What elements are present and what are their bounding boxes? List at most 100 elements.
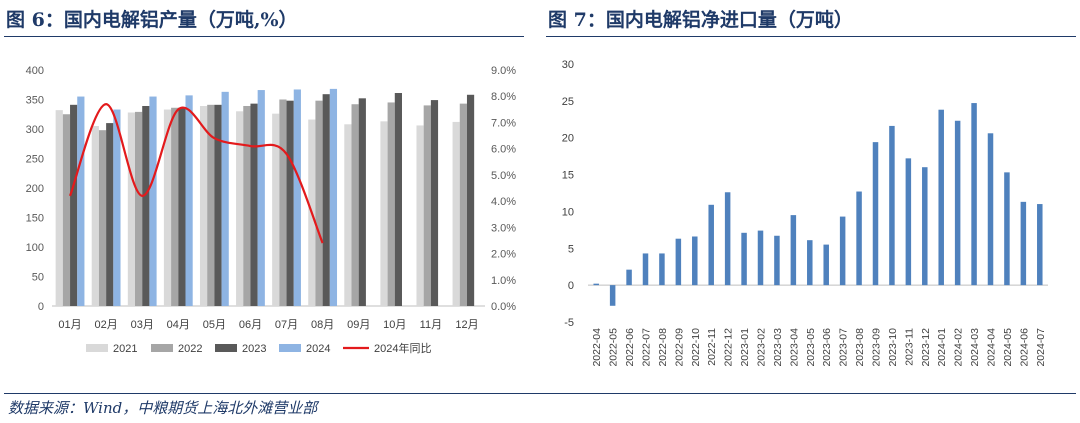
legend-swatch (215, 344, 237, 352)
net-import-bar (954, 120, 961, 286)
x-tick-label: 2022-06 (624, 328, 636, 367)
legend-label: 2021 (113, 343, 137, 355)
x-tick-label: 2024-03 (969, 328, 981, 367)
bar-2023 (214, 104, 222, 306)
net-import-bar (675, 238, 682, 286)
bar-2021 (127, 112, 136, 306)
x-tick-label: 2024-04 (986, 328, 998, 367)
bar-2022 (279, 99, 287, 306)
bar-2024 (149, 96, 157, 306)
net-import-bar (609, 285, 616, 306)
net-import-bar (790, 215, 797, 286)
net-import-bar (1004, 172, 1010, 286)
bar-2022 (459, 103, 467, 306)
x-tick-label: 2022-07 (641, 328, 653, 367)
x-tick-label: 02月 (95, 319, 118, 331)
x-tick-label: 04月 (167, 319, 190, 331)
net-import-bar (839, 216, 846, 286)
bar-2023 (394, 93, 402, 306)
net-import-chart: -5 0 5 10 15 20 25 30 2022-04 2022-05 2022-06 2022-… (562, 59, 1048, 367)
x-tick-label: 2022-08 (657, 328, 669, 367)
bar-2023 (322, 94, 330, 306)
x-tick-label: 2023-10 (887, 328, 899, 367)
net-import-bar (692, 236, 698, 286)
x-tick-label: 2023-03 (772, 328, 784, 367)
y-tick-label: 400 (26, 65, 44, 77)
figure7-title: 图 7：国内电解铝净进口量（万吨） (548, 9, 853, 31)
source-rule (4, 393, 1076, 394)
figure6-title: 图 6：国内电解铝产量（万吨,%） (6, 9, 298, 31)
bar-2022 (351, 104, 359, 306)
net-import-bar (708, 204, 714, 286)
y-tick-label: 300 (26, 124, 44, 136)
bar-2023 (70, 104, 78, 306)
y2-tick-label: 8.0% (491, 91, 516, 103)
source-note: 数据来源：Wind，中粮期货上海北外滩营业部 (8, 399, 318, 417)
legend-label: 2023 (242, 343, 266, 355)
legend-label: 2022 (178, 343, 202, 355)
y2-tick-label: 2.0% (491, 249, 516, 261)
y-tick-label: 50 (32, 272, 44, 284)
bar-2023 (286, 100, 294, 307)
y-tick-label: 20 (562, 133, 574, 145)
x-tick-label: 2022-11 (706, 328, 718, 366)
x-tick-label: 07月 (275, 319, 298, 331)
x-tick-label: 2022-05 (608, 328, 620, 367)
y-tick-label: 100 (26, 242, 44, 254)
x-tick-label: 09月 (347, 319, 370, 331)
bar-2023 (358, 98, 366, 306)
bar-2021 (380, 121, 388, 306)
bar-2021 (163, 109, 172, 306)
bar-2021 (452, 121, 460, 306)
x-tick-label: 01月 (58, 319, 81, 331)
x-tick-label: 2022-12 (723, 328, 735, 367)
x-tick-label: 2023-08 (854, 328, 866, 367)
net-import-bar (659, 253, 665, 286)
bar-2023 (142, 105, 150, 307)
net-import-bar (774, 235, 780, 286)
bar-2023 (106, 123, 114, 306)
x-tick-label: 2023-05 (805, 328, 817, 367)
bar-2022 (171, 107, 179, 306)
y2-tick-label: 0.0% (491, 301, 516, 313)
legend-label: 2024 (306, 343, 330, 355)
y-tick-label: 0 (38, 301, 44, 313)
net-import-bar (987, 133, 994, 286)
x-tick-label: 12月 (455, 319, 478, 331)
y2-tick-label: 7.0% (491, 117, 516, 129)
x-tick-label: 2023-09 (871, 328, 883, 367)
x-tick-label: 2022-09 (673, 328, 685, 367)
bar-2022 (98, 130, 107, 306)
y2-tick-label: 5.0% (491, 170, 516, 182)
x-tick-label: 2023-07 (838, 328, 850, 367)
bar-2023 (178, 107, 186, 306)
legend-label: 2024年同比 (374, 341, 431, 355)
y-tick-label: 350 (26, 95, 44, 107)
bar-2021 (55, 110, 63, 307)
net-import-bar (971, 103, 977, 286)
y-tick-label: 25 (562, 96, 574, 108)
x-tick-label: 03月 (131, 319, 154, 331)
bar-2021 (199, 105, 208, 307)
y2-tick-label: 9.0% (491, 65, 516, 77)
y-tick-label: 10 (562, 206, 574, 218)
legend-swatch (151, 344, 173, 352)
legend-swatch (279, 344, 301, 352)
production-chart: 0 50 100 150 200 250 300 350 400 0.0% 1.0% 2.0% 3.0%… (26, 65, 517, 355)
net-import-bar (757, 230, 764, 286)
y-tick-label: 30 (562, 59, 574, 71)
net-import-bar (741, 232, 747, 286)
y2-tick-label: 3.0% (491, 222, 516, 234)
net-import-bar (905, 158, 912, 286)
bar-2022 (135, 111, 143, 306)
bar-2024 (77, 96, 85, 306)
bar-2021 (236, 111, 244, 306)
x-tick-label: 2024-02 (953, 328, 965, 367)
legend-swatch (86, 344, 108, 352)
x-tick-label: 2022-04 (591, 328, 603, 367)
bar-2022 (62, 114, 71, 306)
bar-2021 (272, 113, 280, 306)
x-tick-label: 2024-01 (936, 328, 948, 367)
yoy-line-2024 (69, 102, 324, 244)
x-tick-label: 10月 (383, 319, 406, 331)
